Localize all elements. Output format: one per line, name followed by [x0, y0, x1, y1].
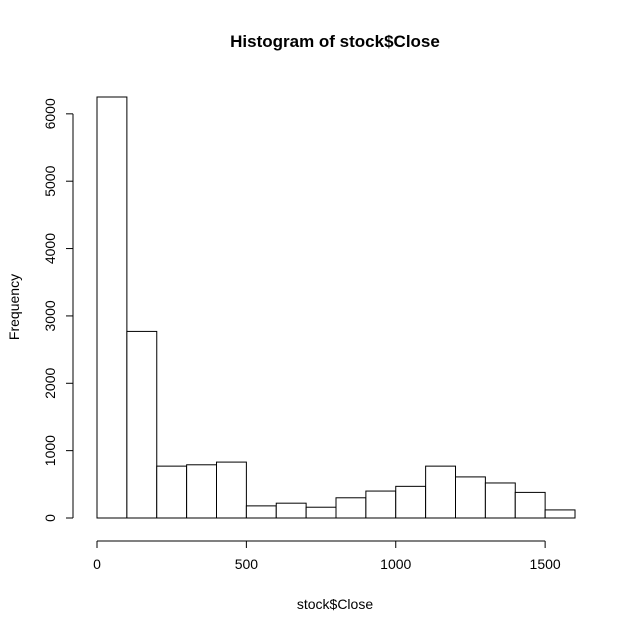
y-tick-label-0: 0 [42, 514, 58, 522]
histogram-bar-8 [335, 497, 367, 519]
histogram-bar-1 [126, 330, 158, 519]
y-tick-label-4000: 4000 [42, 233, 58, 264]
y-tick-label-3000: 3000 [42, 300, 58, 331]
histogram-bar-11 [425, 465, 457, 519]
x-tick-label-1500: 1500 [530, 556, 561, 572]
histogram-bar-2 [156, 465, 188, 519]
histogram-bar-15 [544, 509, 576, 519]
y-tick-label-6000: 6000 [42, 98, 58, 129]
y-tick-label-2000: 2000 [42, 367, 58, 398]
y-axis: 0 1000 2000 3000 4000 5000 6000 [42, 98, 74, 522]
histogram-bar-13 [484, 482, 516, 519]
y-axis-label: Frequency [6, 274, 22, 340]
histogram-bar-12 [455, 476, 486, 519]
histogram-bar-3 [186, 464, 218, 519]
histogram-bar-0 [96, 96, 128, 519]
chart-title: Histogram of stock$Close [230, 32, 440, 51]
y-tick-label-1000: 1000 [42, 435, 58, 466]
x-axis-label: stock$Close [297, 596, 373, 612]
bars-group [96, 96, 576, 519]
x-tick-label-0: 0 [93, 556, 101, 572]
x-tick-label-1000: 1000 [380, 556, 411, 572]
histogram-bar-10 [395, 485, 427, 519]
histogram-bar-9 [365, 490, 397, 519]
histogram-bar-6 [275, 502, 307, 519]
x-tick-label-500: 500 [235, 556, 259, 572]
x-axis: 0 500 1000 1500 [93, 540, 561, 572]
y-tick-label-5000: 5000 [42, 165, 58, 196]
histogram-bar-5 [245, 505, 277, 519]
histogram-bar-14 [514, 491, 546, 519]
histogram-bar-7 [305, 506, 337, 519]
histogram-bar-4 [216, 461, 247, 519]
